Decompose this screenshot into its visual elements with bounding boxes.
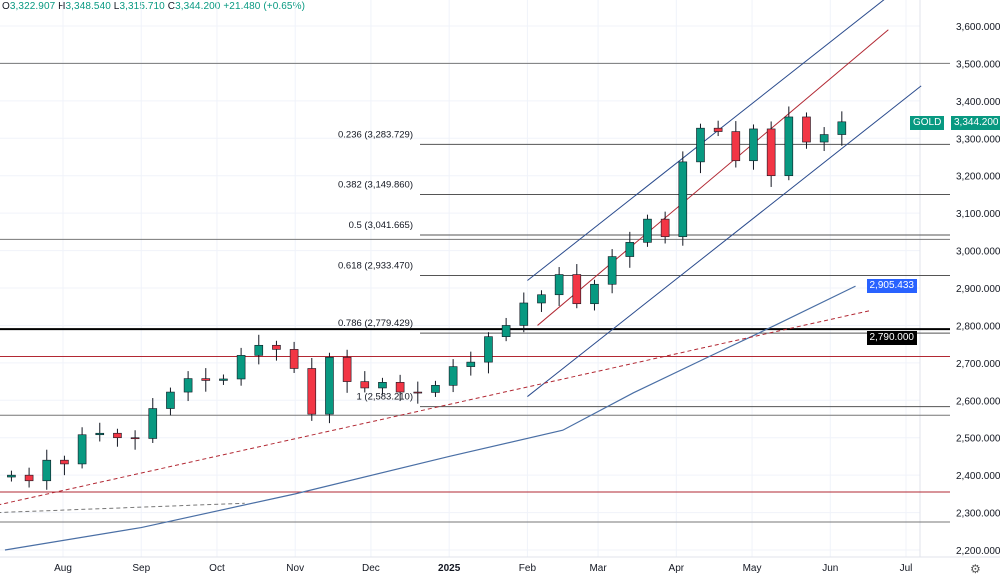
candle-body <box>413 391 423 394</box>
candle-body <box>590 283 599 305</box>
candle-body <box>219 378 228 381</box>
candle-body <box>342 356 352 382</box>
candle-body <box>272 344 281 350</box>
candle-body <box>448 366 458 386</box>
trend-dashed-gray-line <box>0 502 245 513</box>
x-tick-label: Sep <box>132 563 150 574</box>
x-tick-label: Oct <box>209 563 225 574</box>
y-tick-label: 3,400.000 <box>956 97 1000 108</box>
x-tick-label: Apr <box>669 563 685 574</box>
candle-body <box>236 355 246 380</box>
fib-level-label: 0.786 (2,779.429) <box>338 318 413 329</box>
channel-lower-line <box>527 85 922 397</box>
candle-body <box>501 325 511 337</box>
x-tick-label: 2025 <box>438 563 461 574</box>
trend-dashed-red-line <box>0 309 871 506</box>
y-tick-label: 2,400.000 <box>956 471 1000 482</box>
y-tick-label: 2,900.000 <box>956 284 1000 295</box>
candle-body <box>713 127 723 132</box>
candle-body <box>607 256 617 285</box>
y-tick-label: 2,800.000 <box>956 321 1000 332</box>
moving-average-line <box>4 285 856 551</box>
candle-body <box>784 116 794 177</box>
x-tick-label: Jul <box>900 563 913 574</box>
candle-body <box>802 116 811 143</box>
candle-body <box>537 294 546 304</box>
candle-body <box>466 361 476 367</box>
candle-body <box>60 459 69 465</box>
candle-body <box>696 127 705 163</box>
candle-body <box>7 474 16 478</box>
candle-body <box>819 134 829 143</box>
candle-body <box>201 378 211 381</box>
fib-level-label: 1 (2,583.210) <box>356 392 413 403</box>
y-tick-label: 3,200.000 <box>956 172 1000 183</box>
candle-body <box>77 434 87 465</box>
candle-body <box>183 378 193 393</box>
fib-level-label: 0.618 (2,933.470) <box>338 260 413 271</box>
candle-body <box>660 218 670 238</box>
candle-body <box>749 128 758 162</box>
candle-body <box>643 218 652 243</box>
candle-body <box>95 432 105 436</box>
last-price-tag: 3,344.200 <box>951 116 1000 130</box>
x-tick-label: Feb <box>519 563 537 574</box>
candle-body <box>307 368 317 415</box>
fib-level-label: 0.382 (3,149.860) <box>338 179 413 190</box>
candle-body <box>766 128 776 177</box>
candle-body <box>325 356 334 415</box>
fib-level-label: 0.236 (3,283.729) <box>338 129 413 140</box>
candle-body <box>837 121 847 135</box>
candle-body <box>431 385 440 393</box>
level-tag: 2,790.000 <box>866 331 917 345</box>
y-tick-label: 2,600.000 <box>956 396 1000 407</box>
candle-body <box>395 382 405 393</box>
channel-upper-line <box>527 0 885 281</box>
candle-body <box>289 349 299 369</box>
candle-body <box>484 336 493 363</box>
candle-body <box>24 474 34 482</box>
candle-body <box>572 274 582 305</box>
y-tick-label: 2,200.000 <box>956 546 1000 557</box>
y-tick-label: 2,500.000 <box>956 434 1000 445</box>
symbol-tag: GOLD <box>910 116 945 130</box>
x-tick-label: Aug <box>54 563 72 574</box>
y-tick-label: 3,300.000 <box>956 134 1000 145</box>
candle-body <box>519 302 529 326</box>
ohlc-legend: O3,322.907 H3,348.540 L3,315.710 C3,344.… <box>2 1 306 12</box>
candle-body <box>113 432 122 439</box>
y-tick-label: 3,100.000 <box>956 209 1000 220</box>
candle-body <box>166 391 175 409</box>
x-tick-label: Jun <box>822 563 838 574</box>
x-tick-label: Mar <box>589 563 607 574</box>
fib-level-label: 0.5 (3,041.665) <box>349 220 413 231</box>
x-tick-label: May <box>743 563 762 574</box>
x-tick-label: Nov <box>286 563 304 574</box>
candle-body <box>360 381 370 389</box>
candle-body <box>42 459 52 482</box>
candle-body <box>625 242 635 257</box>
settings-gear-icon[interactable]: ⚙ <box>970 562 981 576</box>
y-tick-label: 3,600.000 <box>956 22 1000 33</box>
candle-body <box>148 408 158 439</box>
candle-body <box>731 131 741 162</box>
candle-body <box>678 161 688 238</box>
x-tick-label: Dec <box>362 563 380 574</box>
y-tick-label: 3,500.000 <box>956 59 1000 70</box>
y-tick-label: 2,300.000 <box>956 509 1000 520</box>
channel-mid-line <box>537 29 889 326</box>
y-tick-label: 3,000.000 <box>956 247 1000 258</box>
candle-body <box>554 274 564 296</box>
candle-body <box>130 437 140 440</box>
candle-body <box>378 382 387 389</box>
y-tick-label: 2,700.000 <box>956 359 1000 370</box>
moving-average-tag: 2,905.433 <box>866 279 917 293</box>
candle-body <box>254 344 264 356</box>
